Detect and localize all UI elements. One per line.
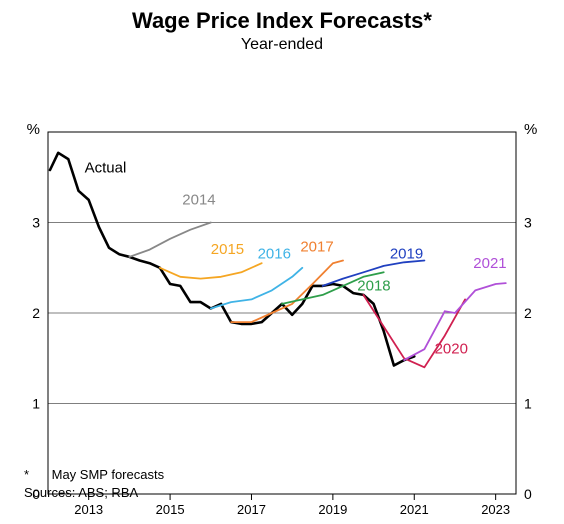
svg-text:2020: 2020 (435, 341, 468, 358)
svg-text:2014: 2014 (182, 191, 215, 208)
svg-text:1: 1 (32, 396, 40, 412)
svg-text:0: 0 (524, 486, 532, 502)
svg-text:%: % (524, 121, 537, 138)
svg-text:2: 2 (524, 305, 532, 321)
svg-text:2019: 2019 (390, 246, 423, 263)
svg-text:Actual: Actual (85, 160, 127, 177)
svg-text:3: 3 (524, 215, 532, 231)
svg-text:2018: 2018 (357, 277, 390, 294)
footnote-text: May SMP forecasts (52, 467, 164, 482)
svg-text:2015: 2015 (211, 241, 244, 258)
svg-text:1: 1 (524, 396, 532, 412)
svg-text:3: 3 (32, 215, 40, 231)
sources: Sources: ABS; RBA (24, 485, 138, 500)
footnote-marker: * (24, 467, 48, 482)
svg-text:%: % (27, 121, 40, 138)
line-chart: 20132015201720192021202300112233%%Actual… (0, 54, 564, 524)
svg-text:2017: 2017 (300, 238, 333, 255)
footnote: * May SMP forecasts (24, 467, 164, 482)
chart-title: Wage Price Index Forecasts* (0, 0, 564, 34)
svg-text:2021: 2021 (473, 255, 506, 272)
svg-text:2016: 2016 (258, 246, 291, 263)
chart-subtitle: Year-ended (0, 34, 564, 54)
svg-text:2: 2 (32, 305, 40, 321)
